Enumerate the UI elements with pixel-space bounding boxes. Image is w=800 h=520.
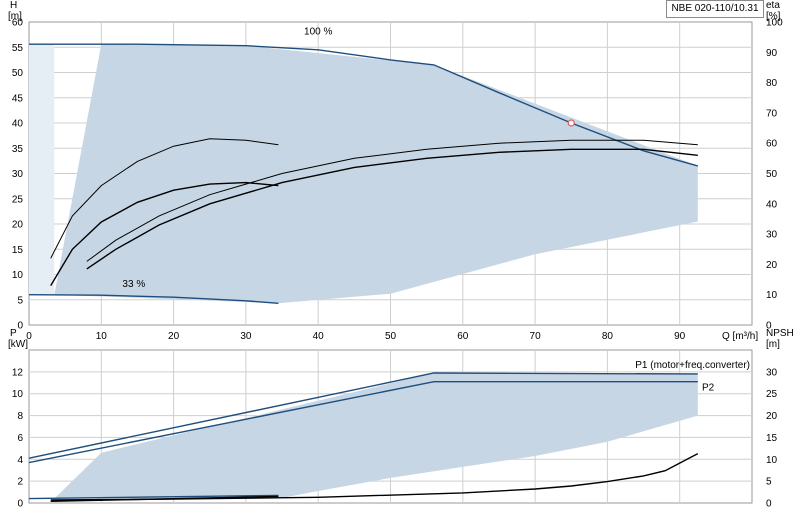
power-panel-y-right-tick-label: 5 bbox=[766, 477, 772, 488]
power-panel-power-min-series bbox=[28, 494, 279, 500]
head-panel-y-right-tick-label: 90 bbox=[766, 48, 778, 59]
power-panel-y-tick-label: 12 bbox=[12, 367, 24, 378]
power-panel-y-right-axis-label: NPSH bbox=[766, 328, 794, 339]
head-panel-y-right-tick-label: 80 bbox=[766, 78, 778, 89]
head-panel-y-right-tick-label: 30 bbox=[766, 230, 778, 241]
power-panel-y-right-axis-unit: [m] bbox=[766, 339, 780, 350]
head-panel-y-axis-label: H bbox=[10, 0, 17, 11]
head-panel-y-tick-label: 50 bbox=[12, 68, 24, 79]
head-panel-y-right-tick-label: 50 bbox=[766, 169, 778, 180]
head-panel-head-max-series bbox=[29, 43, 698, 167]
head-panel-x-tick-label: 30 bbox=[240, 331, 252, 342]
head-panel-x-tick-label: 40 bbox=[313, 331, 325, 342]
power-panel-npsh-series bbox=[50, 452, 699, 501]
power-panel-y-tick-label: 6 bbox=[17, 433, 23, 444]
power-panel-power-area-series bbox=[54, 373, 698, 499]
head-panel-x-tick-label: 10 bbox=[96, 331, 108, 342]
power-panel-p1-motor-freq-converter--series bbox=[28, 372, 698, 459]
power-panel-y-right-tick-label: 0 bbox=[766, 499, 772, 510]
head-panel-eta-4-series bbox=[86, 148, 698, 270]
legend-p2-label: P2 bbox=[702, 383, 715, 394]
power-panel-y-tick-label: 4 bbox=[17, 455, 23, 466]
head-panel-y-tick-label: 10 bbox=[12, 270, 24, 281]
chart-title: NBE 020-110/10.31 bbox=[666, 0, 764, 18]
head-panel-eta-3-series bbox=[86, 139, 698, 262]
head-panel-y-tick-label: 35 bbox=[12, 144, 24, 155]
head-panel-y-right-axis-label: eta bbox=[766, 0, 780, 11]
head-panel-y-tick-label: 30 bbox=[12, 169, 24, 180]
head-panel-eta-2-series bbox=[50, 181, 279, 286]
legend-p1-label: P1 (motor+freq.converter) bbox=[635, 360, 750, 371]
power-panel-p2-series bbox=[28, 381, 698, 464]
power-panel-y-axis-label: P bbox=[10, 328, 17, 339]
head-panel-y-tick-label: 20 bbox=[12, 220, 24, 231]
head-panel-y-right-tick-label: 70 bbox=[766, 108, 778, 119]
head-panel-y-right-axis-unit: [%] bbox=[766, 11, 781, 22]
head-panel-y-right-tick-label: 60 bbox=[766, 139, 778, 150]
power-panel-y-right-tick-label: 10 bbox=[766, 455, 778, 466]
head-panel-y-tick-label: 40 bbox=[12, 119, 24, 130]
head-panel-x-tick-label: 20 bbox=[168, 331, 180, 342]
head-panel-y-right-tick-label: 10 bbox=[766, 290, 778, 301]
head-panel-y-right-tick-label: 0 bbox=[766, 321, 772, 332]
head-panel-operating-area-series bbox=[54, 44, 698, 304]
speed-33-label: 33 % bbox=[122, 279, 145, 290]
head-panel-eta-1-series bbox=[50, 138, 279, 259]
head-panel-x-axis-label: Q [m³/h] bbox=[722, 331, 758, 342]
head-panel-y-tick-label: 60 bbox=[12, 18, 24, 29]
power-panel-y-axis-unit: [kW] bbox=[8, 339, 28, 350]
head-panel-x-tick-label: 60 bbox=[457, 331, 469, 342]
head-panel-x-tick-label: 50 bbox=[385, 331, 397, 342]
power-panel-y-right-tick-label: 20 bbox=[766, 411, 778, 422]
head-panel-y-tick-label: 45 bbox=[12, 93, 24, 104]
power-panel-y-tick-label: 8 bbox=[17, 411, 23, 422]
speed-100-label: 100 % bbox=[304, 27, 332, 38]
head-panel-y-tick-label: 15 bbox=[12, 245, 24, 256]
power-panel-y-tick-label: 10 bbox=[12, 389, 24, 400]
head-panel-head-min-series bbox=[28, 294, 279, 304]
head-panel-x-tick-label: 80 bbox=[602, 331, 614, 342]
power-panel-y-right-tick-label: 30 bbox=[766, 367, 778, 378]
power-panel-y-tick-label: 0 bbox=[17, 499, 23, 510]
head-panel-y-tick-label: 25 bbox=[12, 194, 24, 205]
head-panel-low-speed-region bbox=[29, 44, 55, 295]
head-panel-y-axis-unit: [m] bbox=[8, 11, 22, 22]
head-panel-x-tick-label: 90 bbox=[674, 331, 686, 342]
head-panel-y-tick-label: 5 bbox=[17, 295, 23, 306]
operating-point-marker bbox=[567, 119, 575, 127]
power-panel-y-tick-label: 2 bbox=[17, 477, 23, 488]
head-panel-y-tick-label: 55 bbox=[12, 43, 24, 54]
power-panel-npsh-low-series bbox=[50, 495, 279, 502]
head-panel-x-tick-label: 0 bbox=[26, 331, 32, 342]
head-panel-y-right-tick-label: 100 bbox=[766, 18, 783, 29]
power-panel-y-right-tick-label: 25 bbox=[766, 389, 778, 400]
head-panel-y-tick-label: 0 bbox=[17, 321, 23, 332]
power-panel-y-right-tick-label: 15 bbox=[766, 433, 778, 444]
head-panel-y-right-tick-label: 40 bbox=[766, 199, 778, 210]
head-panel-x-tick-label: 70 bbox=[530, 331, 542, 342]
head-panel-y-right-tick-label: 20 bbox=[766, 260, 778, 271]
